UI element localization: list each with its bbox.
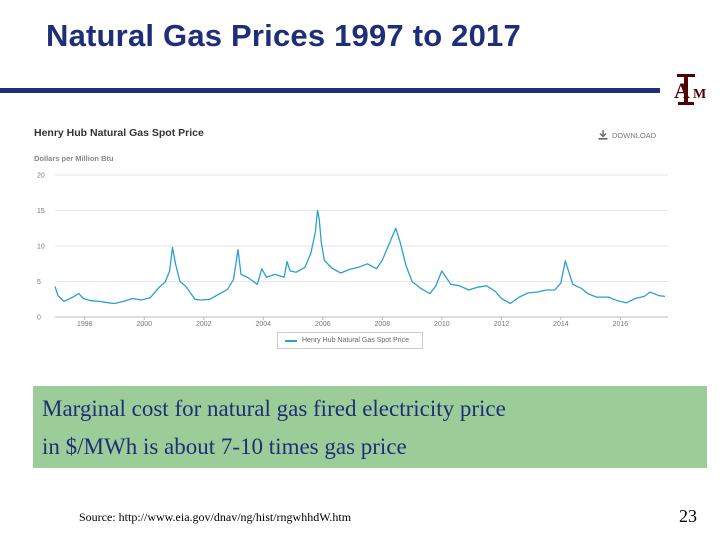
chart-panel: [28, 114, 670, 350]
svg-text:M: M: [693, 87, 706, 102]
x-tick-label: 2014: [553, 321, 569, 328]
x-tick-label: 2012: [494, 321, 510, 328]
chart-title: Henry Hub Natural Gas Spot Price: [34, 127, 204, 139]
slide-title: Natural Gas Prices 1997 to 2017: [46, 18, 521, 53]
x-tick-label: 2008: [375, 321, 391, 328]
x-tick-label: 2000: [136, 321, 152, 328]
chart-legend[interactable]: Henry Hub Natural Gas Spot Price: [277, 332, 423, 349]
download-icon: [598, 130, 608, 140]
x-tick-label: 2006: [315, 321, 331, 328]
download-button[interactable]: DOWNLOAD: [598, 130, 656, 140]
y-tick-label: 10: [37, 244, 45, 251]
y-tick-label: 20: [37, 173, 45, 180]
x-tick-label: 1998: [77, 321, 93, 328]
university-logo: A M: [674, 74, 706, 105]
x-tick-label: 2002: [196, 321, 212, 328]
callout-line-2: in $/MWh is about 7-10 times gas price: [42, 434, 407, 459]
page-number: 23: [679, 506, 697, 526]
x-tick-label: 2004: [256, 321, 272, 328]
title-divider: [0, 88, 660, 93]
download-label: DOWNLOAD: [612, 130, 657, 140]
x-tick-label: 2010: [434, 321, 450, 328]
y-axis-unit-label: Dollars per Million Btu: [34, 154, 114, 163]
y-tick-label: 15: [37, 208, 45, 215]
series-line: [54, 209, 666, 305]
y-tick-label: 0: [37, 315, 41, 322]
source-citation: Source: http://www.eia.gov/dnav/ng/hist/…: [79, 510, 352, 524]
legend-swatch: [285, 339, 297, 342]
x-tick-label: 2016: [613, 321, 629, 328]
y-tick-label: 5: [37, 279, 41, 286]
callout-line-1: Marginal cost for natural gas fired elec…: [42, 396, 506, 421]
legend-series-label: Henry Hub Natural Gas Spot Price: [302, 337, 409, 344]
callout-box: [33, 386, 707, 468]
